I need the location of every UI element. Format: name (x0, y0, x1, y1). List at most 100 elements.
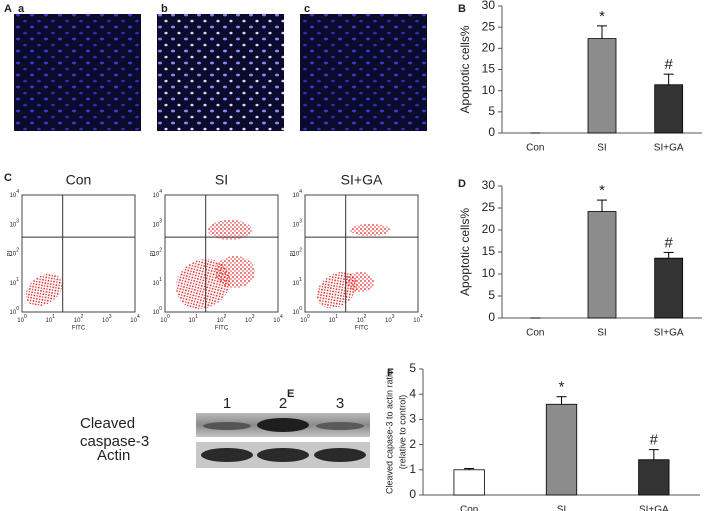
tick-exponent: 0 (16, 306, 19, 312)
y-tick-label: 25 (482, 19, 496, 33)
flow-cloud (25, 273, 63, 307)
tick-base: 10 (273, 318, 280, 324)
error-bar (597, 25, 607, 39)
panel-label: D (458, 178, 466, 190)
y-tick-label: 25 (482, 200, 496, 214)
tick-base: 10 (74, 318, 81, 324)
y-tick-label: 3 (409, 412, 416, 426)
flow-tick-label: 102 (74, 314, 84, 323)
tick-exponent: 0 (307, 314, 310, 320)
tick-exponent: 0 (159, 306, 162, 312)
flow-y-label: PI (291, 250, 297, 256)
flow-tick-label: 102 (153, 248, 163, 257)
tick-exponent: 2 (16, 248, 19, 254)
y-tick-label: 15 (482, 244, 496, 258)
tick-base: 10 (153, 251, 160, 257)
tick-base: 10 (293, 310, 300, 316)
x-tick-label: SI (597, 143, 606, 154)
tick-base: 10 (130, 318, 137, 324)
error-bar (663, 251, 674, 259)
tick-base: 10 (293, 222, 300, 228)
y-axis-label: Apoptotic cells% (458, 25, 472, 113)
flow-cloud (208, 220, 252, 240)
bar (654, 257, 684, 319)
tick-exponent: 1 (16, 277, 19, 283)
bar (587, 38, 617, 134)
y-tick-label: 0 (488, 310, 495, 324)
panel-label: A (4, 3, 12, 15)
tick-base: 10 (385, 318, 392, 324)
micrograph (300, 14, 427, 131)
y-tick-label: 30 (482, 0, 496, 12)
tick-exponent: 1 (159, 277, 162, 283)
flow-y-label: PI (8, 250, 14, 256)
tick-exponent: 3 (392, 314, 395, 320)
error-bar (663, 73, 674, 85)
tick-exponent: 2 (223, 314, 226, 320)
flow-tick-label: 103 (10, 219, 20, 228)
blot-label: Actin (97, 447, 130, 464)
flow-tick-label: 103 (245, 314, 255, 323)
flow-tick-label: 101 (46, 314, 56, 323)
flow-cloud (346, 272, 374, 292)
tick-base: 10 (293, 193, 300, 199)
y-tick-label: 0 (409, 487, 416, 501)
micrograph (14, 14, 141, 131)
flow-tick-label: 104 (293, 189, 303, 198)
image-label: a (18, 3, 25, 15)
panel-label: C (4, 172, 12, 184)
tick-exponent: 4 (299, 189, 302, 195)
y-tick-label: 4 (409, 386, 416, 400)
tick-exponent: 0 (24, 314, 27, 320)
y-tick-label: 20 (482, 41, 496, 55)
flow-cloud (350, 224, 390, 236)
tick-base: 10 (300, 318, 307, 324)
image-label: b (161, 3, 168, 15)
flow-tick-label: 100 (10, 306, 20, 315)
tick-exponent: 3 (159, 219, 162, 225)
flow-tick-label: 100 (300, 314, 310, 323)
x-tick-label: Con (526, 328, 544, 339)
tick-base: 10 (293, 280, 300, 286)
tick-exponent: 4 (137, 314, 140, 320)
blot-band (203, 422, 251, 430)
tick-base: 10 (153, 310, 160, 316)
flow-tick-label: 104 (153, 189, 163, 198)
tick-base: 10 (413, 318, 420, 324)
tick-base: 10 (357, 318, 364, 324)
y-tick-label: 10 (482, 83, 496, 97)
tick-base: 10 (293, 251, 300, 257)
tick-base: 10 (217, 318, 224, 324)
annotation: # (650, 432, 659, 449)
panel-label: F (387, 367, 394, 379)
annotation: * (559, 379, 565, 396)
tick-exponent: 2 (299, 248, 302, 254)
tick-base: 10 (160, 318, 167, 324)
annotation: # (664, 234, 673, 251)
tick-exponent: 2 (363, 314, 366, 320)
tick-exponent: 1 (299, 277, 302, 283)
tick-base: 10 (10, 193, 17, 199)
x-tick-label: Con (526, 143, 544, 154)
tick-exponent: 4 (16, 189, 19, 195)
flow-tick-label: 104 (413, 314, 423, 323)
flow-tick-label: 103 (293, 219, 303, 228)
tick-base: 10 (46, 318, 53, 324)
flow-tick-label: 100 (17, 314, 27, 323)
bar (545, 403, 578, 496)
flow-tick-label: 103 (153, 219, 163, 228)
lane-label: 2 (279, 395, 287, 412)
tick-exponent: 1 (335, 314, 338, 320)
tick-exponent: 1 (52, 314, 55, 320)
flow-tick-label: 101 (293, 277, 303, 286)
blot-label: caspase-3 (80, 433, 149, 450)
flow-tick-label: 101 (153, 277, 163, 286)
tick-exponent: 3 (299, 219, 302, 225)
flow-title: SI (215, 172, 228, 188)
image-label: c (304, 3, 310, 15)
tick-base: 10 (153, 280, 160, 286)
tick-exponent: 3 (16, 219, 19, 225)
tick-base: 10 (153, 222, 160, 228)
x-tick-label: SI+GA (654, 143, 684, 154)
